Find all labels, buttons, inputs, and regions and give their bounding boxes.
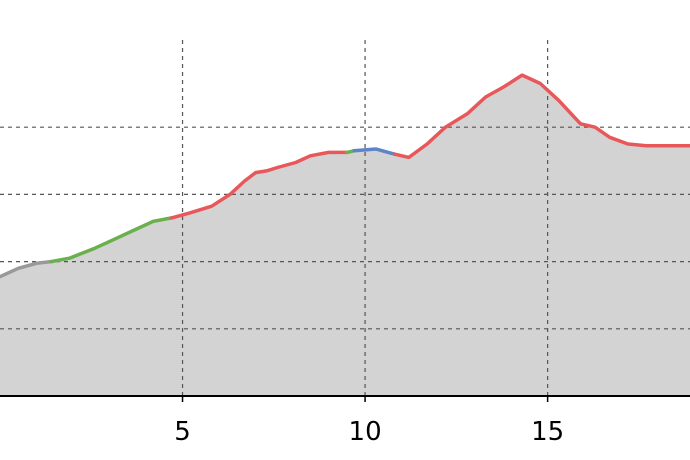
area-fill [0, 75, 690, 396]
x-tick-label: 10 [349, 417, 382, 447]
axis-layer [0, 395, 690, 402]
series-line-red [392, 73, 690, 160]
x-tick-label: 5 [174, 417, 191, 447]
series-line-green [49, 216, 174, 264]
tick-labels-layer: 5 10 15 [174, 417, 564, 447]
series-line-red [169, 150, 349, 220]
area-fill-layer [0, 75, 690, 396]
x-tick-label: 15 [531, 417, 564, 447]
series-line-gray [0, 259, 53, 279]
series-line-blue [352, 147, 397, 156]
gridlines-layer [0, 40, 690, 396]
series-layer [0, 73, 690, 279]
